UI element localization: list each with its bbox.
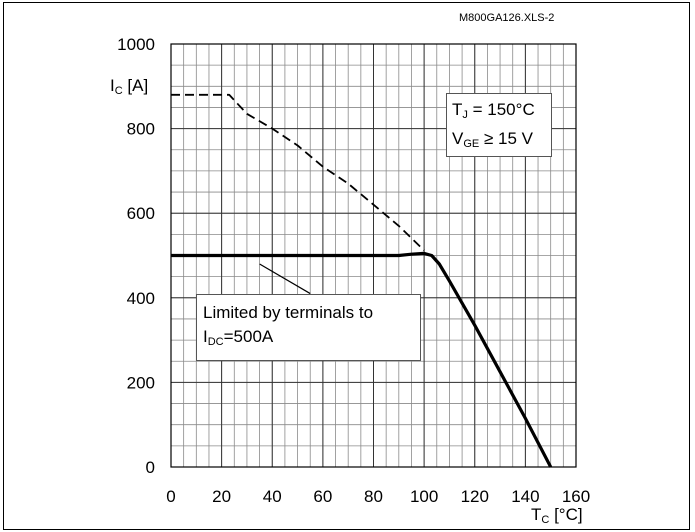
idc-value: =500A <box>223 327 274 346</box>
terminal-limit-annotation: Limited by terminals to IDC=500A <box>196 294 421 361</box>
tick-labels: 0 20 40 60 80 100 120 140 160 0 200 400 600 800 1000 <box>117 35 590 506</box>
y-tick-label: 400 <box>127 289 155 308</box>
x-tick-label: 20 <box>212 487 231 506</box>
y-tick-label: 600 <box>127 204 155 223</box>
x-tick-label: 40 <box>263 487 282 506</box>
idc-symbol: I <box>203 327 208 346</box>
series-line-dashed <box>171 93 425 252</box>
x-axis-unit: [°C] <box>554 505 583 524</box>
x-tick-label: 160 <box>562 487 590 506</box>
y-tick-label: 1000 <box>117 35 155 54</box>
chart-frame <box>3 2 690 530</box>
annotation-line-1: Limited by terminals to <box>203 303 374 322</box>
vge-condition: VGE ≥ 15 V <box>452 127 551 156</box>
y-tick-label: 0 <box>146 458 155 477</box>
vge-subscript: GE <box>463 138 480 150</box>
conditions-box: TJ = 150°C VGE ≥ 15 V <box>446 93 552 157</box>
y-axis-symbol: I <box>110 76 115 95</box>
tj-value: = 150°C <box>472 100 535 119</box>
y-axis-subscript: C <box>114 85 123 97</box>
x-tick-label: 60 <box>313 487 332 506</box>
y-tick-label: 200 <box>127 373 155 392</box>
series-line-solid <box>171 251 553 468</box>
y-tick-label: 800 <box>127 120 155 139</box>
y-axis-unit: [A] <box>127 76 149 95</box>
x-axis-label: TC [°C] <box>531 505 583 526</box>
vge-symbol: V <box>452 129 464 148</box>
vge-value: ≥ 15 V <box>483 129 534 148</box>
tj-subscript: J <box>462 109 468 121</box>
annotation-line-2: IDC=500A <box>203 325 420 354</box>
y-axis-label: IC [A] <box>110 76 148 97</box>
x-tick-label: 80 <box>364 487 383 506</box>
x-axis-symbol: T <box>531 505 542 524</box>
x-tick-label: 0 <box>166 487 175 506</box>
x-tick-label: 100 <box>410 487 438 506</box>
x-tick-label: 120 <box>461 487 489 506</box>
tj-symbol: T <box>452 100 463 119</box>
idc-subscript: DC <box>207 336 224 348</box>
file-id-label: M800GA126.XLS-2 <box>459 12 555 24</box>
tj-condition: TJ = 150°C <box>452 98 551 127</box>
annotation-pointer-line <box>259 263 311 295</box>
x-tick-label: 140 <box>511 487 539 506</box>
series-layer <box>171 93 553 468</box>
x-axis-subscript: C <box>541 514 550 526</box>
